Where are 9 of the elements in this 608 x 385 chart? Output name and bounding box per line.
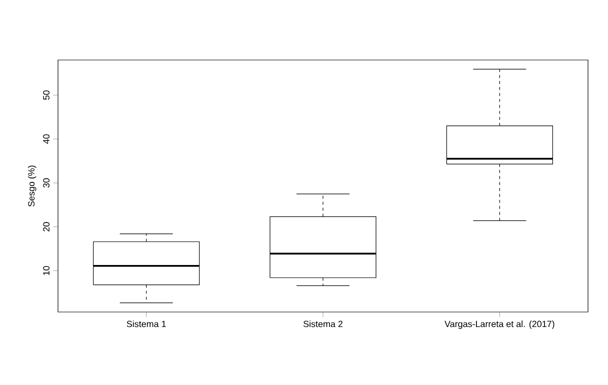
y-tick-label: 10 — [43, 266, 50, 276]
y-tick-label: 20 — [43, 222, 50, 232]
x-tick-label: Sistema 1 — [126, 320, 166, 328]
y-tick-label: 30 — [43, 178, 50, 188]
y-axis-title: Sesgo (%) — [28, 166, 36, 207]
x-tick-label: Vargas-Larreta et al. (2017) — [444, 320, 554, 329]
y-tick-label: 50 — [43, 90, 50, 100]
x-tick-label: Sistema 2 — [303, 320, 342, 328]
y-tick-label: 40 — [43, 134, 50, 144]
